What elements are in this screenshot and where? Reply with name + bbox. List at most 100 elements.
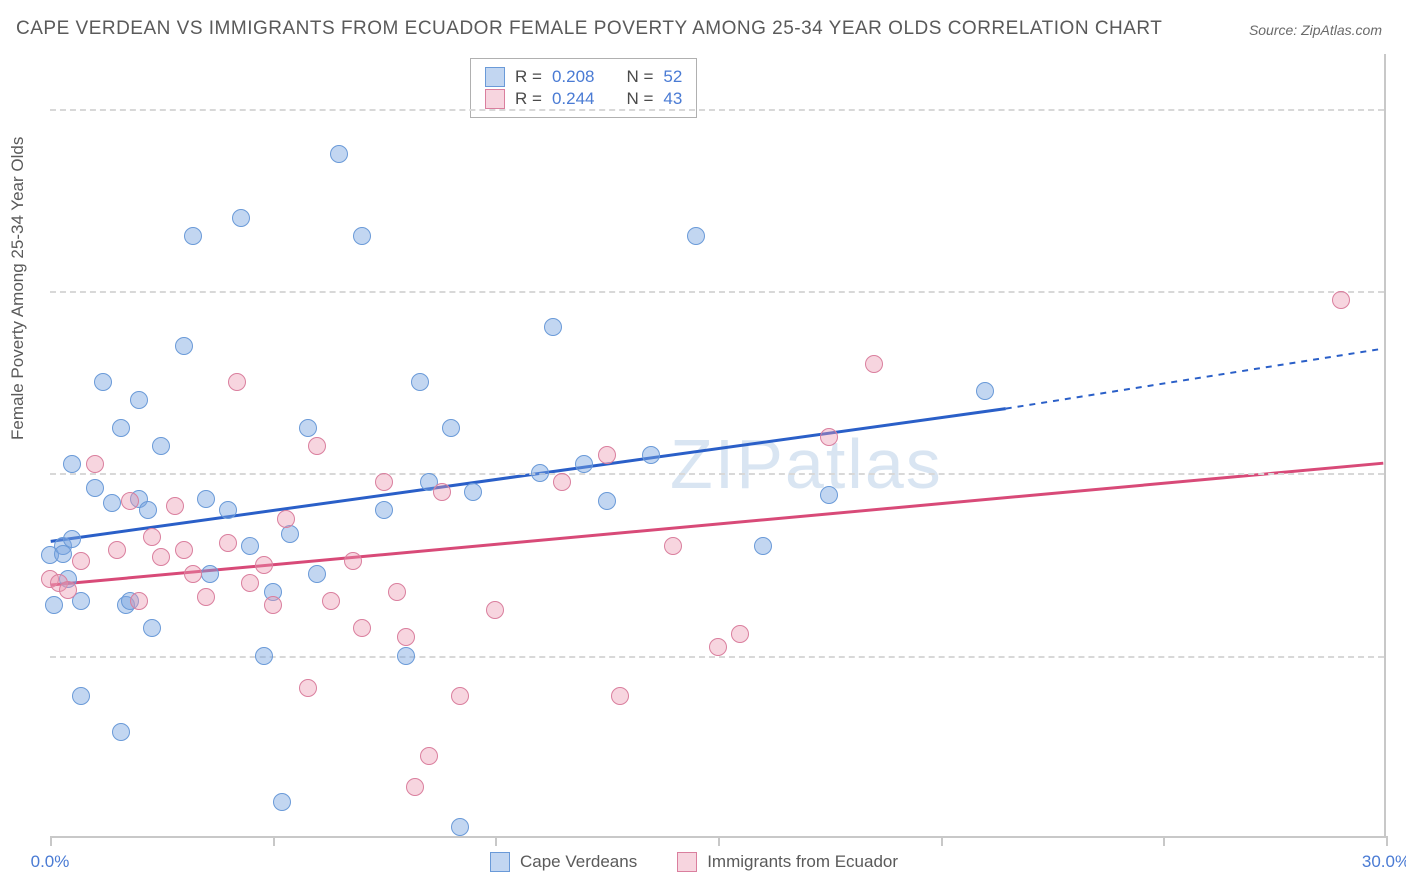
data-point <box>72 552 90 570</box>
data-point <box>406 778 424 796</box>
data-point <box>353 227 371 245</box>
series-legend: Cape Verdeans Immigrants from Ecuador <box>490 852 898 872</box>
data-point <box>611 687 629 705</box>
data-point <box>241 574 259 592</box>
data-point <box>820 428 838 446</box>
data-point <box>94 373 112 391</box>
data-point <box>143 619 161 637</box>
n-label: N = <box>626 67 653 87</box>
trend-lines-layer <box>50 54 1384 836</box>
data-point <box>130 592 148 610</box>
data-point <box>531 464 549 482</box>
series-swatch <box>485 89 505 109</box>
legend-label: Cape Verdeans <box>520 852 637 872</box>
x-tick <box>941 836 943 846</box>
data-point <box>299 419 317 437</box>
data-point <box>642 446 660 464</box>
data-point <box>330 145 348 163</box>
chart-title: CAPE VERDEAN VS IMMIGRANTS FROM ECUADOR … <box>16 18 1162 40</box>
data-point <box>420 747 438 765</box>
r-value: 0.244 <box>552 89 595 109</box>
data-point <box>598 492 616 510</box>
trend-line <box>51 463 1384 585</box>
gridline <box>50 656 1384 658</box>
n-value: 43 <box>663 89 682 109</box>
data-point <box>731 625 749 643</box>
r-label: R = <box>515 89 542 109</box>
data-point <box>976 382 994 400</box>
data-point <box>103 494 121 512</box>
data-point <box>451 818 469 836</box>
data-point <box>388 583 406 601</box>
data-point <box>375 473 393 491</box>
data-point <box>451 687 469 705</box>
data-point <box>201 565 219 583</box>
series-swatch <box>485 67 505 87</box>
data-point <box>166 497 184 515</box>
x-tick <box>273 836 275 846</box>
data-point <box>442 419 460 437</box>
data-point <box>72 687 90 705</box>
data-point <box>184 565 202 583</box>
data-point <box>664 537 682 555</box>
data-point <box>45 596 63 614</box>
x-tick <box>1163 836 1165 846</box>
data-point <box>299 679 317 697</box>
data-point <box>353 619 371 637</box>
data-point <box>175 541 193 559</box>
x-tick <box>718 836 720 846</box>
data-point <box>1332 291 1350 309</box>
data-point <box>241 537 259 555</box>
data-point <box>255 647 273 665</box>
data-point <box>433 483 451 501</box>
legend-item: Immigrants from Ecuador <box>677 852 898 872</box>
data-point <box>754 537 772 555</box>
x-tick-label: 30.0% <box>1362 852 1406 872</box>
n-label: N = <box>626 89 653 109</box>
watermark-text: ZIPatlas <box>670 424 943 504</box>
data-point <box>277 510 295 528</box>
data-point <box>375 501 393 519</box>
data-point <box>865 355 883 373</box>
data-point <box>820 486 838 504</box>
data-point <box>59 581 77 599</box>
gridline <box>50 291 1384 293</box>
r-label: R = <box>515 67 542 87</box>
data-point <box>464 483 482 501</box>
data-point <box>687 227 705 245</box>
legend-item: Cape Verdeans <box>490 852 637 872</box>
data-point <box>130 391 148 409</box>
legend-label: Immigrants from Ecuador <box>707 852 898 872</box>
data-point <box>197 588 215 606</box>
data-point <box>112 419 130 437</box>
data-point <box>264 596 282 614</box>
legend-swatch <box>677 852 697 872</box>
data-point <box>575 455 593 473</box>
data-point <box>273 793 291 811</box>
data-point <box>112 723 130 741</box>
y-axis-label: Female Poverty Among 25-34 Year Olds <box>8 137 28 440</box>
data-point <box>397 628 415 646</box>
x-tick <box>50 836 52 846</box>
chart-plot-area: ZIPatlas R =0.208N =52R =0.244N =43 Cape… <box>50 54 1386 838</box>
data-point <box>709 638 727 656</box>
x-tick-label: 0.0% <box>31 852 70 872</box>
gridline <box>50 473 1384 475</box>
data-point <box>86 479 104 497</box>
data-point <box>553 473 571 491</box>
legend-swatch <box>490 852 510 872</box>
data-point <box>139 501 157 519</box>
x-tick <box>495 836 497 846</box>
data-point <box>232 209 250 227</box>
stats-row: R = 0.244 N = 43 <box>485 89 682 109</box>
data-point <box>397 647 415 665</box>
data-point <box>108 541 126 559</box>
data-point <box>175 337 193 355</box>
data-point <box>411 373 429 391</box>
data-point <box>63 530 81 548</box>
data-point <box>228 373 246 391</box>
data-point <box>308 437 326 455</box>
data-point <box>308 565 326 583</box>
data-point <box>598 446 616 464</box>
n-value: 52 <box>663 67 682 87</box>
